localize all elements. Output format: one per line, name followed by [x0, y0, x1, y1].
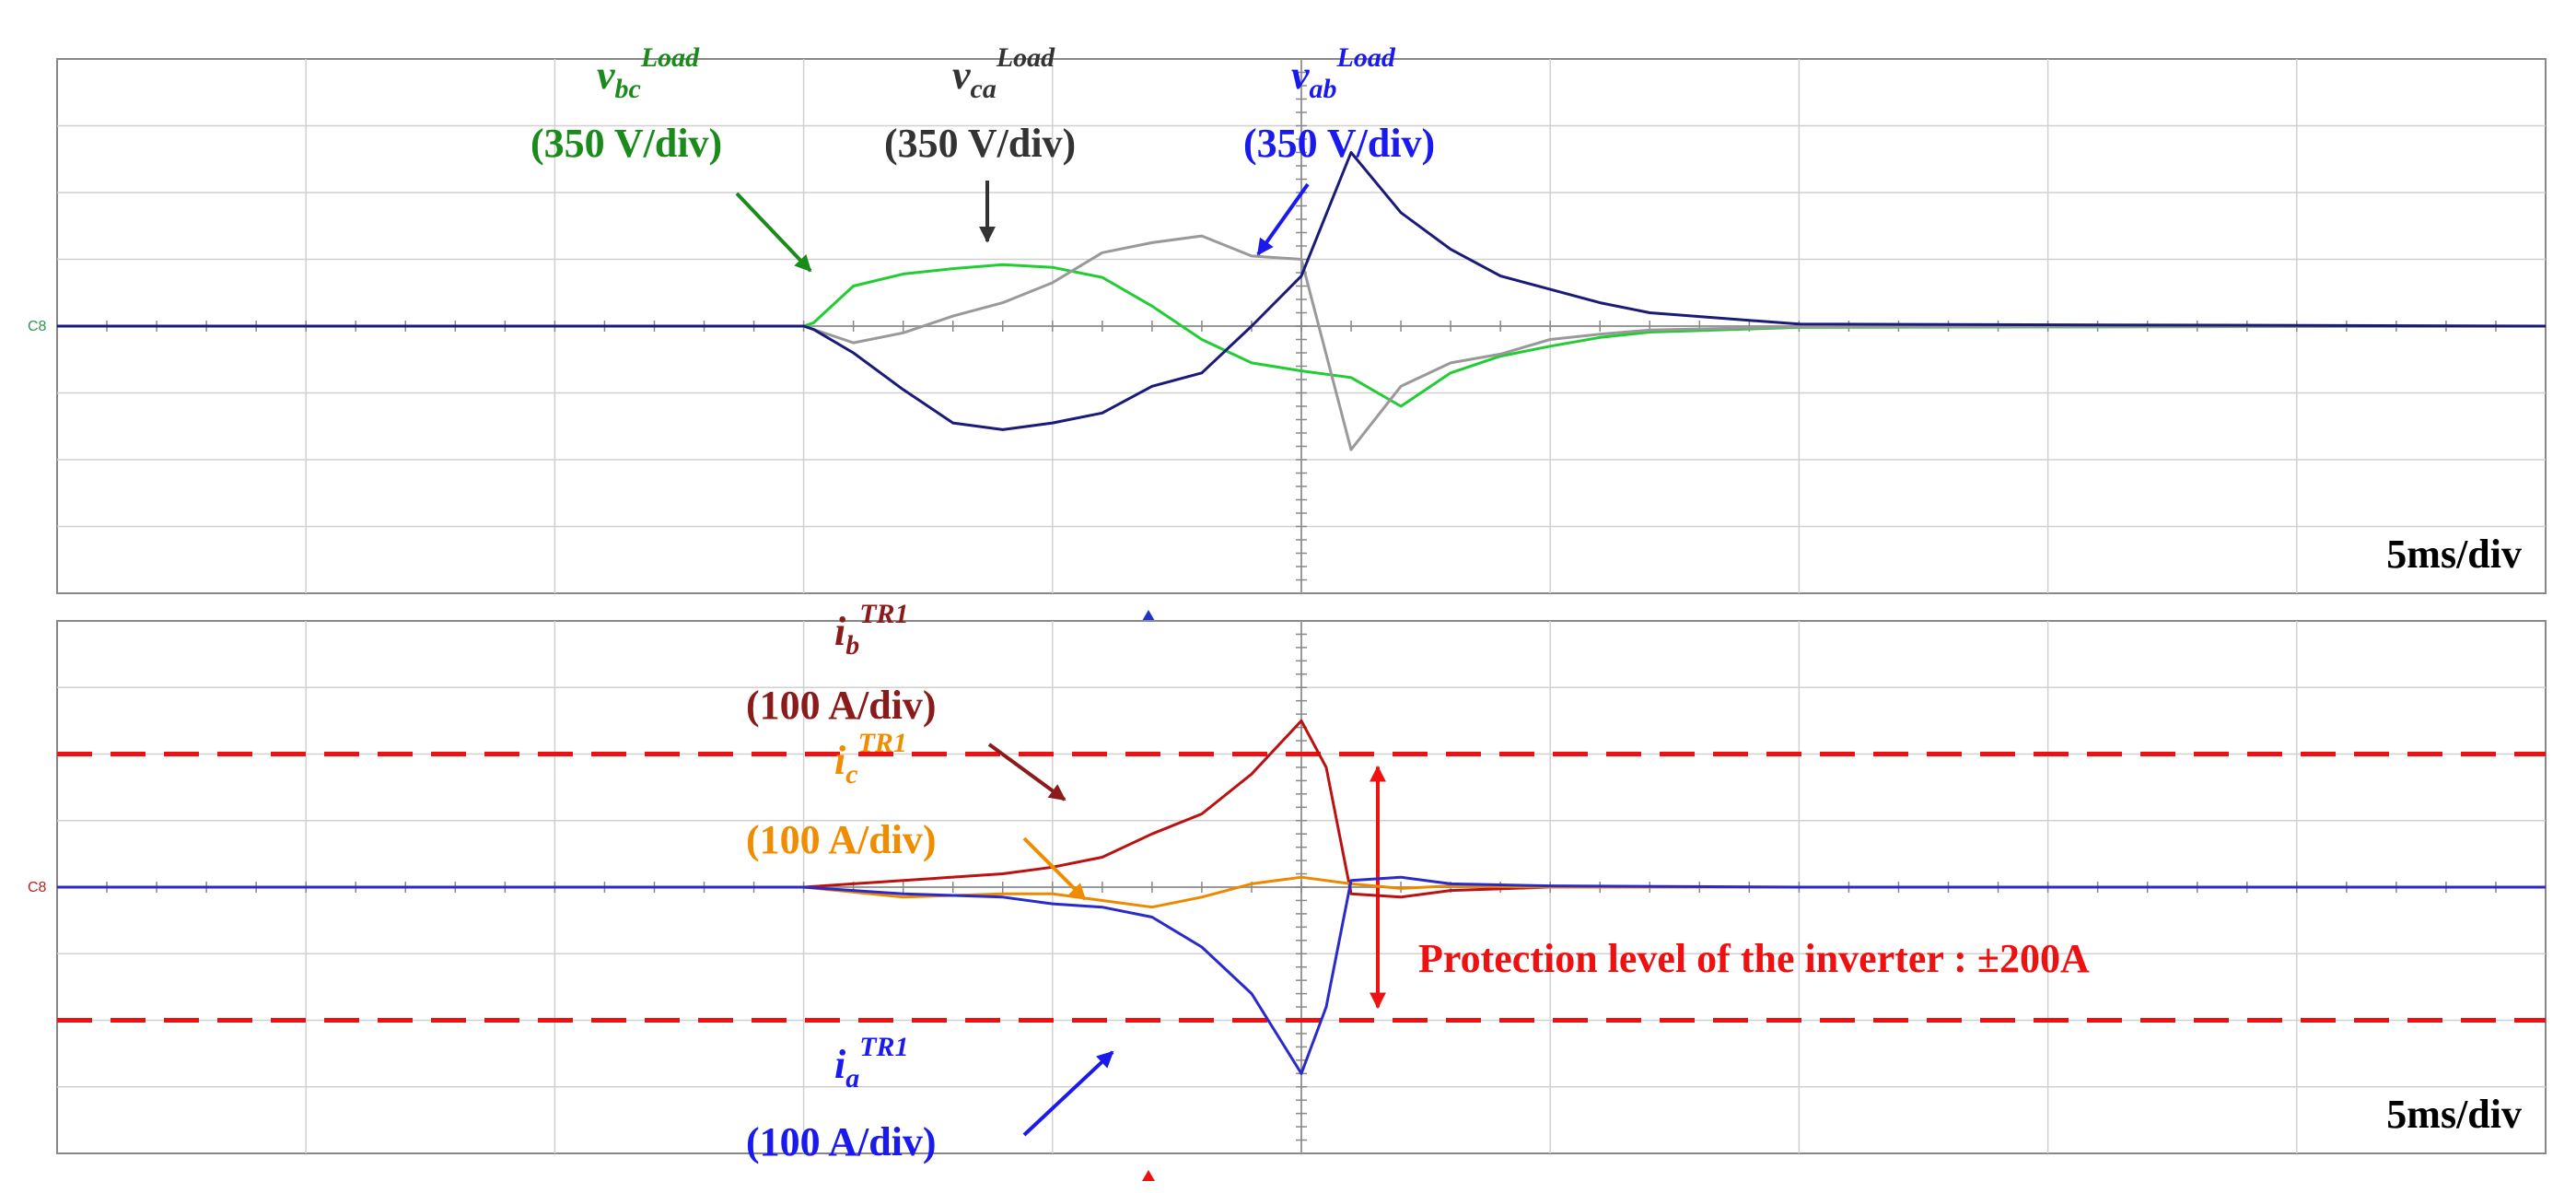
series-scale-label: (350 V/div): [1243, 121, 1435, 166]
series-name-main: i: [834, 1042, 846, 1087]
series-name-vab: vabLoad: [1291, 42, 1396, 104]
series-annotation-arrow: [1022, 836, 1087, 901]
series-scale-label: (100 A/div): [746, 1119, 937, 1164]
channel-marker: C8: [28, 319, 47, 334]
series-name-superscript: TR1: [859, 599, 908, 629]
series-name-subscript: ab: [1310, 74, 1337, 104]
trigger-marker: [1142, 610, 1155, 621]
series-name-vca: vcaLoad: [952, 42, 1055, 104]
series-annotation-arrow: [735, 192, 812, 273]
series-name-superscript: TR1: [859, 1032, 908, 1062]
series-name-ib: ibTR1: [834, 599, 909, 661]
trigger-marker: [1142, 1170, 1155, 1181]
series-line-ib: [57, 719, 2546, 899]
series-name-subscript: a: [845, 1063, 859, 1094]
series-scale-label: (100 A/div): [746, 683, 937, 728]
series-name-superscript: Load: [1336, 42, 1396, 73]
series-name-main: v: [952, 53, 971, 98]
series-name-subscript: ca: [971, 74, 997, 104]
series-name-subscript: b: [845, 630, 859, 661]
series-line-vab: [57, 151, 2547, 431]
series-name-main: i: [834, 738, 846, 783]
timebase-label: 5ms/div: [2386, 1092, 2522, 1137]
series-scale-label: (100 A/div): [746, 817, 937, 862]
channel-marker: C8: [28, 880, 47, 895]
series-name-main: v: [597, 53, 615, 98]
series-name-vbc: vbcLoad: [597, 42, 700, 104]
series-name-ic: icTR1: [834, 728, 907, 789]
series-name-subscript: bc: [615, 74, 641, 104]
bottom-panel-current: C8 Protection level of the inverter : ±20…: [28, 599, 2547, 1181]
series-name-main: v: [1291, 53, 1310, 98]
series-name-superscript: Load: [996, 42, 1055, 73]
series-annotation-arrow: [1256, 182, 1310, 256]
series-line-vca: [57, 234, 2547, 451]
series-name-superscript: Load: [640, 42, 700, 73]
series-scale-label: (350 V/div): [530, 121, 722, 166]
series-name-main: i: [834, 609, 846, 654]
series-scale-label: (350 V/div): [884, 121, 1076, 166]
series-annotation-arrow: [987, 743, 1067, 801]
protection-level-label: Protection level of the inverter : ±200A: [1418, 936, 2090, 981]
series-name-subscript: c: [845, 759, 857, 789]
series-name-ia: iaTR1: [834, 1032, 909, 1094]
series-line-ia: [57, 875, 2546, 1075]
series-annotation-arrow: [1022, 1050, 1114, 1137]
series-name-superscript: TR1: [858, 728, 907, 758]
timebase-label: 5ms/div: [2386, 532, 2522, 577]
